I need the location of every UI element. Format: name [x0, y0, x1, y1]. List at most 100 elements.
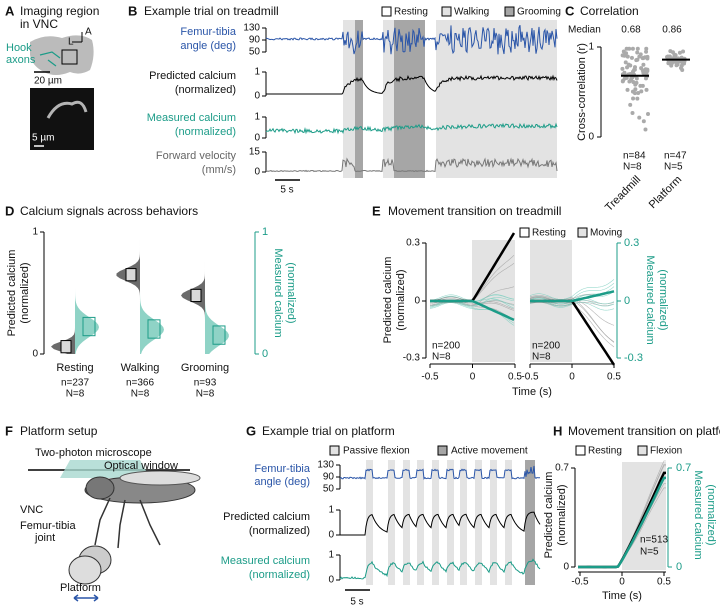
label: Platform [60, 582, 101, 594]
mean-trace [578, 476, 666, 569]
label: Optical window [104, 460, 178, 472]
shade [343, 20, 355, 178]
data-point [643, 127, 648, 132]
shade [366, 460, 373, 585]
row-label: Predicted calcium [149, 70, 236, 82]
tick-label: 0 [588, 132, 594, 143]
tick-label: 0.5 [607, 372, 621, 383]
platform-arrow [73, 594, 99, 602]
tick-label: 0 [676, 561, 682, 573]
row-label: Measured calcium [221, 555, 310, 567]
row-label: angle (deg) [254, 476, 310, 488]
label: 20 µm [34, 76, 62, 87]
label: VNC [20, 504, 43, 516]
label: n=513 [640, 535, 669, 546]
label: Two-photon microscope [35, 447, 152, 459]
axis-label: Predicted calcium [6, 250, 18, 337]
legend-swatch [575, 445, 586, 456]
trace [265, 25, 558, 55]
tick-label: 0.3 [406, 238, 420, 249]
median-label: 0.68 [621, 25, 641, 36]
legend-label: Passive flexion [343, 446, 410, 457]
fly-head [85, 476, 115, 500]
panel-title: Example trial on treadmill [144, 4, 279, 18]
legend-swatch [381, 6, 392, 17]
scale-label: 5 s [350, 597, 363, 608]
axis-label: (normalized) [657, 269, 669, 330]
shade [490, 460, 497, 585]
data-point [621, 53, 626, 58]
label: joint [34, 532, 55, 544]
row-label: Femur-tibia [180, 26, 237, 38]
panel-letter: B [128, 3, 137, 18]
shade [417, 460, 424, 585]
shade [383, 20, 394, 178]
tick-label: 0 [262, 348, 268, 360]
axis-label: Cross-correlation (r) [576, 43, 588, 141]
row-label: (normalized) [249, 569, 310, 581]
tick-label: -0.3 [403, 353, 421, 364]
tick-label: -0.5 [521, 372, 539, 383]
data-point [630, 110, 635, 115]
tick-label: 0 [254, 91, 260, 102]
box [190, 288, 202, 303]
label: n=366 [126, 378, 155, 389]
tick-label: -0.5 [421, 372, 439, 383]
shade [447, 460, 454, 585]
legend-label: Walking [454, 7, 489, 18]
data-point [625, 87, 630, 92]
data-point [629, 55, 634, 60]
legend-label: Flexion [650, 446, 682, 457]
shade [460, 460, 467, 585]
group-label: Platform [647, 174, 684, 211]
box [147, 319, 161, 339]
trace [429, 301, 515, 320]
tick-label: 50 [323, 484, 335, 495]
box [60, 340, 72, 354]
row-label: Measured calcium [147, 112, 236, 124]
data-point [634, 58, 639, 63]
row-label: (normalized) [175, 84, 236, 96]
label: N=5 [664, 162, 683, 173]
label: n=93 [194, 378, 217, 389]
tick-label: 0 [619, 577, 625, 588]
panel-letter: H [553, 423, 562, 438]
axis-label: (normalized) [556, 484, 568, 545]
data-point [677, 50, 682, 55]
data-point [631, 96, 636, 101]
group-label: Treadmill [603, 174, 643, 214]
tick-label: 0.5 [508, 372, 522, 383]
data-point [673, 53, 678, 58]
axis-label: Time (s) [512, 386, 552, 398]
axis-label: Predicted calcium [543, 472, 555, 559]
shade [403, 460, 410, 585]
data-point [645, 54, 650, 59]
axon-signal [46, 100, 88, 119]
tick-label: 0 [414, 296, 420, 307]
tick-label: 130 [317, 460, 334, 471]
label: N=8 [532, 352, 551, 363]
legend-swatch [577, 227, 588, 238]
data-point [679, 63, 684, 68]
label: N=5 [640, 547, 659, 558]
data-point [644, 87, 649, 92]
tick-label: 0 [32, 349, 38, 360]
data-point [640, 56, 645, 61]
platform-drum [68, 555, 102, 585]
data-point [680, 67, 685, 72]
label: N=8 [623, 162, 642, 173]
axis-label: Measured calcium [692, 470, 704, 559]
label: Median [568, 25, 601, 36]
shade [355, 20, 363, 178]
tick-label: -0.5 [571, 577, 589, 588]
trace [529, 279, 615, 300]
tick-label: 0 [254, 167, 260, 178]
axis-label: (normalized) [705, 484, 717, 545]
data-point [633, 87, 638, 92]
data-point [636, 90, 641, 95]
axis-label: (normalized) [285, 262, 297, 323]
panel-letter: C [565, 3, 575, 18]
row-label: Forward velocity [156, 150, 237, 162]
violin-half [75, 232, 99, 354]
label: N=8 [196, 389, 215, 400]
